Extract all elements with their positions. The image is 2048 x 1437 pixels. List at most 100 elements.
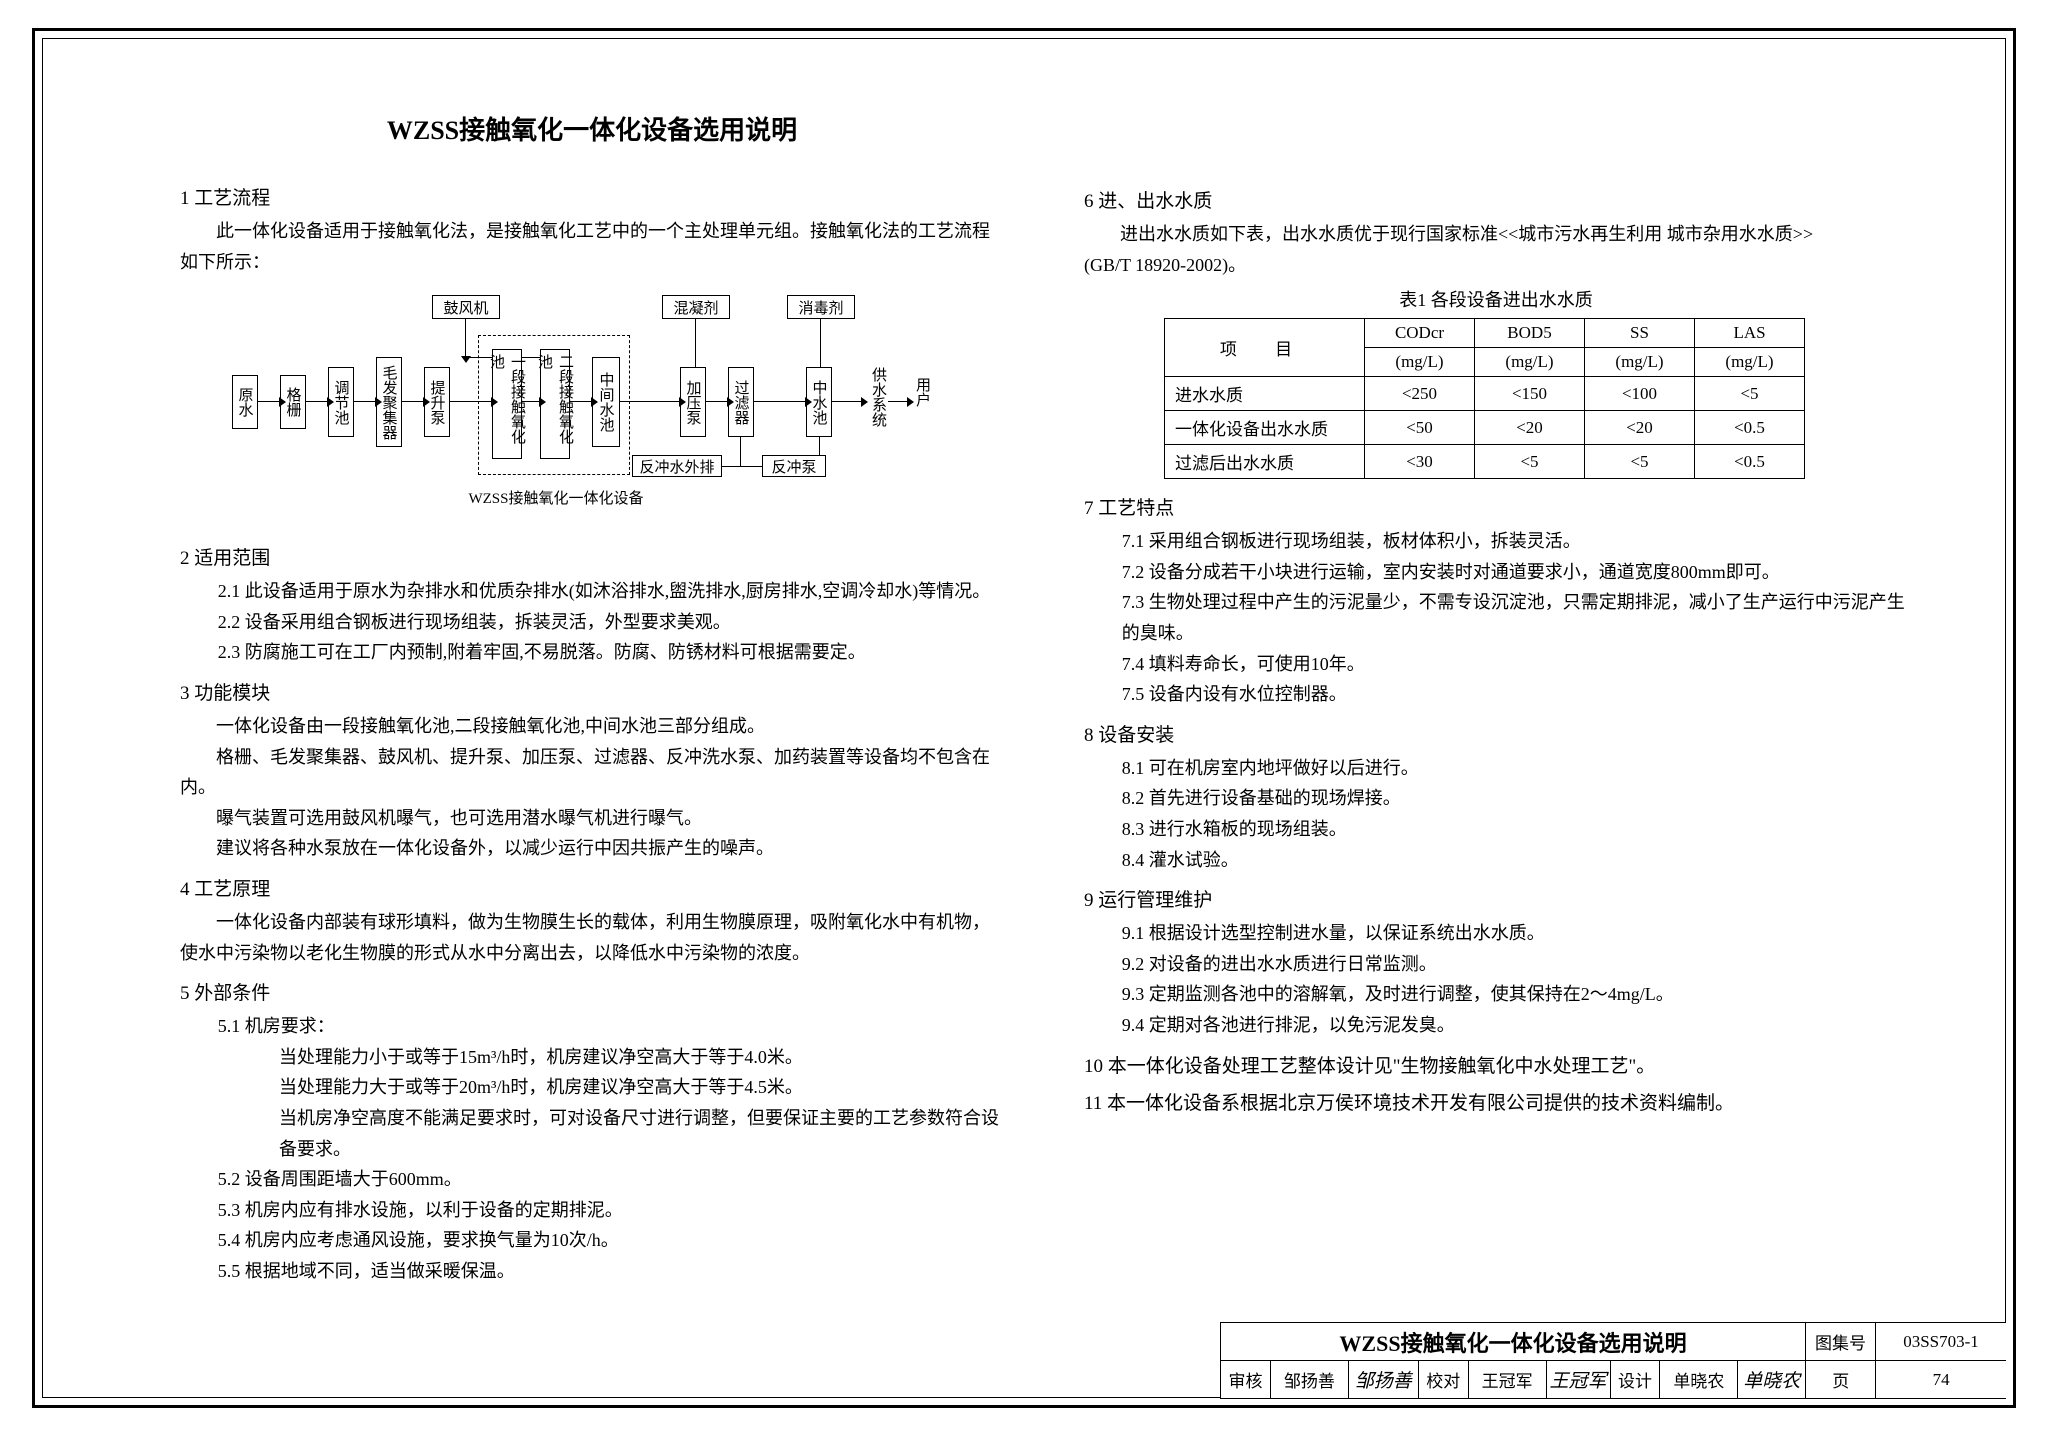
process-flow-diagram: 鼓风机 混凝剂 消毒剂 原水 格栅 调节池 毛发聚集器 提升泵 一段接触氧化池 … (232, 295, 952, 525)
s8-3: 8.3 进行水箱板的现场组装。 (1084, 814, 1908, 845)
table-row: 过滤后出水水质 <30 <5 <5 <0.5 (1165, 445, 1805, 479)
tb-design-label: 设计 (1611, 1361, 1661, 1399)
out2: 用户 (912, 377, 933, 407)
title-block: WZSS接触氧化一体化设备选用说明 图集号 03SS703-1 审核 邹扬善 邹… (1220, 1322, 2006, 1399)
s7-5: 7.5 设备内设有水位控制器。 (1084, 679, 1908, 710)
n1: 原水 (232, 375, 258, 429)
r0c4: <5 (1695, 377, 1805, 411)
r2c0: 过滤后出水水质 (1165, 445, 1365, 479)
u2: (mg/L) (1475, 348, 1585, 377)
disinfect-box: 消毒剂 (787, 295, 855, 319)
s3-3: 曝气装置可选用鼓风机曝气，也可选用潜水曝气机进行曝气。 (180, 803, 1004, 834)
line (465, 319, 466, 357)
r2c3: <5 (1585, 445, 1695, 479)
s8-4: 8.4 灌水试验。 (1084, 845, 1908, 876)
coagulant-box: 混凝剂 (662, 295, 730, 319)
s2-3: 2.3 防腐施工可在工厂内预制,附着牢固,不易脱落。防腐、防锈材料可根据需要定。 (180, 637, 1004, 668)
s7-3: 7.3 生物处理过程中产生的污泥量少，不需专设沉淀池，只需定期排泥，减小了生产运… (1084, 587, 1908, 648)
r2c1: <30 (1365, 445, 1475, 479)
page-content: WZSS接触氧化一体化设备选用说明 1 工艺流程 此一体化设备适用于接触氧化法，… (60, 60, 1988, 1378)
s5-1c: 当机房净空高度不能满足要求时，可对设备尺寸进行调整，但要保证主要的工艺参数符合设… (180, 1103, 1004, 1164)
line (706, 401, 728, 402)
s5-5: 5.5 根据地域不同，适当做采暖保温。 (180, 1256, 1004, 1287)
s9-1: 9.1 根据设计选型控制进水量，以保证系统出水水质。 (1084, 918, 1908, 949)
bw-pump-box: 反冲泵 (762, 455, 826, 477)
s2-1: 2.1 此设备适用于原水为杂排水和优质杂排水(如沐浴排水,盥洗排水,厨房排水,空… (180, 576, 1004, 607)
r1c4: <0.5 (1695, 411, 1805, 445)
s5-h: 5 外部条件 (180, 978, 1004, 1005)
s7-h: 7 工艺特点 (1084, 493, 1908, 520)
s9-2: 9.2 对设备的进出水水质进行日常监测。 (1084, 949, 1908, 980)
water-quality-table: 项 目 CODcr BOD5 SS LAS (mg/L) (mg/L) (mg/… (1164, 318, 1805, 479)
tb-page-no: 74 (1876, 1361, 2006, 1399)
line (740, 437, 741, 466)
tb-atlas-label: 图集号 (1806, 1323, 1876, 1361)
s11: 11 本一体化设备系根据北京万侯环境技术开发有限公司提供的技术资料编制。 (1084, 1088, 1908, 1115)
out1: 供水系统 (868, 367, 889, 427)
line (306, 401, 328, 402)
th-cod: CODcr (1365, 319, 1475, 348)
page-title: WZSS接触氧化一体化设备选用说明 (180, 110, 1004, 147)
tb-design-name: 单晓农 (1660, 1361, 1738, 1399)
left-column: WZSS接触氧化一体化设备选用说明 1 工艺流程 此一体化设备适用于接触氧化法，… (180, 100, 1004, 1286)
tb-design-sig: 单晓农 (1738, 1361, 1806, 1399)
s7-2: 7.2 设备分成若干小块进行运输，室内安装时对通道要求小，通道宽度800mm即可… (1084, 557, 1908, 588)
s3-4: 建议将各种水泵放在一体化设备外，以减少运行中因共振产生的噪声。 (180, 833, 1004, 864)
s9-4: 9.4 定期对各池进行排泥，以免污泥发臭。 (1084, 1010, 1908, 1041)
s7-1: 7.1 采用组合钢板进行现场组装，板材体积小，拆装灵活。 (1084, 526, 1908, 557)
tb-row-top: WZSS接触氧化一体化设备选用说明 图集号 03SS703-1 (1221, 1323, 2006, 1361)
s5-1: 5.1 机房要求： (180, 1011, 1004, 1042)
tb-check-name: 王冠军 (1469, 1361, 1547, 1399)
s7-4: 7.4 填料寿命长，可使用10年。 (1084, 649, 1908, 680)
tb-review-sig: 邹扬善 (1349, 1361, 1419, 1399)
line (832, 401, 862, 402)
tb-review-label: 审核 (1221, 1361, 1271, 1399)
line (258, 401, 280, 402)
tb-check-label: 校对 (1419, 1361, 1469, 1399)
u1: (mg/L) (1365, 348, 1475, 377)
tb-atlas-no: 03SS703-1 (1876, 1323, 2006, 1361)
s2-h: 2 适用范围 (180, 543, 1004, 570)
th-ss: SS (1585, 319, 1695, 348)
tb-page-label: 页 (1806, 1361, 1876, 1399)
s8-h: 8 设备安装 (1084, 720, 1908, 747)
r0c1: <250 (1365, 377, 1475, 411)
r1c3: <20 (1585, 411, 1695, 445)
line (354, 401, 376, 402)
line (819, 437, 820, 455)
r1c2: <20 (1475, 411, 1585, 445)
u4: (mg/L) (1695, 348, 1805, 377)
section-1-text: 此一体化设备适用于接触氧化法，是接触氧化工艺中的一个主处理单元组。接触氧化法的工… (180, 216, 1004, 277)
r1c1: <50 (1365, 411, 1475, 445)
s6-p: 进出水水质如下表，出水水质优于现行国家标准<<城市污水再生利用 城市杂用水水质>… (1084, 219, 1908, 250)
integration-box (478, 335, 630, 475)
s5-1a: 当处理能力小于或等于15m³/h时，机房建议净空高大于等于4.0米。 (180, 1042, 1004, 1073)
r2c4: <0.5 (1695, 445, 1805, 479)
r0c2: <150 (1475, 377, 1585, 411)
s8-1: 8.1 可在机房室内地坪做好以后进行。 (1084, 753, 1908, 784)
s3-1: 一体化设备由一段接触氧化池,二段接触氧化池,中间水池三部分组成。 (180, 711, 1004, 742)
s6-p2: (GB/T 18920-2002)。 (1084, 250, 1908, 281)
th-bod: BOD5 (1475, 319, 1585, 348)
table-header-row: 项 目 CODcr BOD5 SS LAS (1165, 319, 1805, 348)
th-las: LAS (1695, 319, 1805, 348)
right-column: 6 进、出水水质 进出水水质如下表，出水水质优于现行国家标准<<城市污水再生利用… (1084, 100, 1908, 1286)
s6-h: 6 进、出水水质 (1084, 186, 1908, 213)
s4-p: 一体化设备内部装有球形填料，做为生物膜生长的载体，利用生物膜原理，吸附氧化水中有… (180, 907, 1004, 968)
s5-4: 5.4 机房内应考虑通风设施，要求换气量为10次/h。 (180, 1225, 1004, 1256)
s8-2: 8.2 首先进行设备基础的现场焊接。 (1084, 783, 1908, 814)
r0c3: <100 (1585, 377, 1695, 411)
s5-1b: 当处理能力大于或等于20m³/h时，机房建议净空高大于等于4.5米。 (180, 1072, 1004, 1103)
tb-check-sig: 王冠军 (1547, 1361, 1611, 1399)
blower-box: 鼓风机 (432, 295, 500, 319)
s2-2: 2.2 设备采用组合钢板进行现场组装，拆装灵活，外型要求美观。 (180, 607, 1004, 638)
table-caption: 表1 各段设备进出水水质 (1084, 286, 1908, 312)
s5-2: 5.2 设备周围距墙大于600mm。 (180, 1164, 1004, 1195)
section-1-heading: 1 工艺流程 (180, 183, 1004, 210)
tb-review-name: 邹扬善 (1271, 1361, 1349, 1399)
th-item: 项 目 (1165, 319, 1365, 377)
line (722, 466, 762, 467)
s9-3: 9.3 定期监测各池中的溶解氧，及时进行调整，使其保持在2～4mg/L。 (1084, 979, 1908, 1010)
tb-title: WZSS接触氧化一体化设备选用说明 (1221, 1323, 1806, 1361)
line (888, 401, 908, 402)
